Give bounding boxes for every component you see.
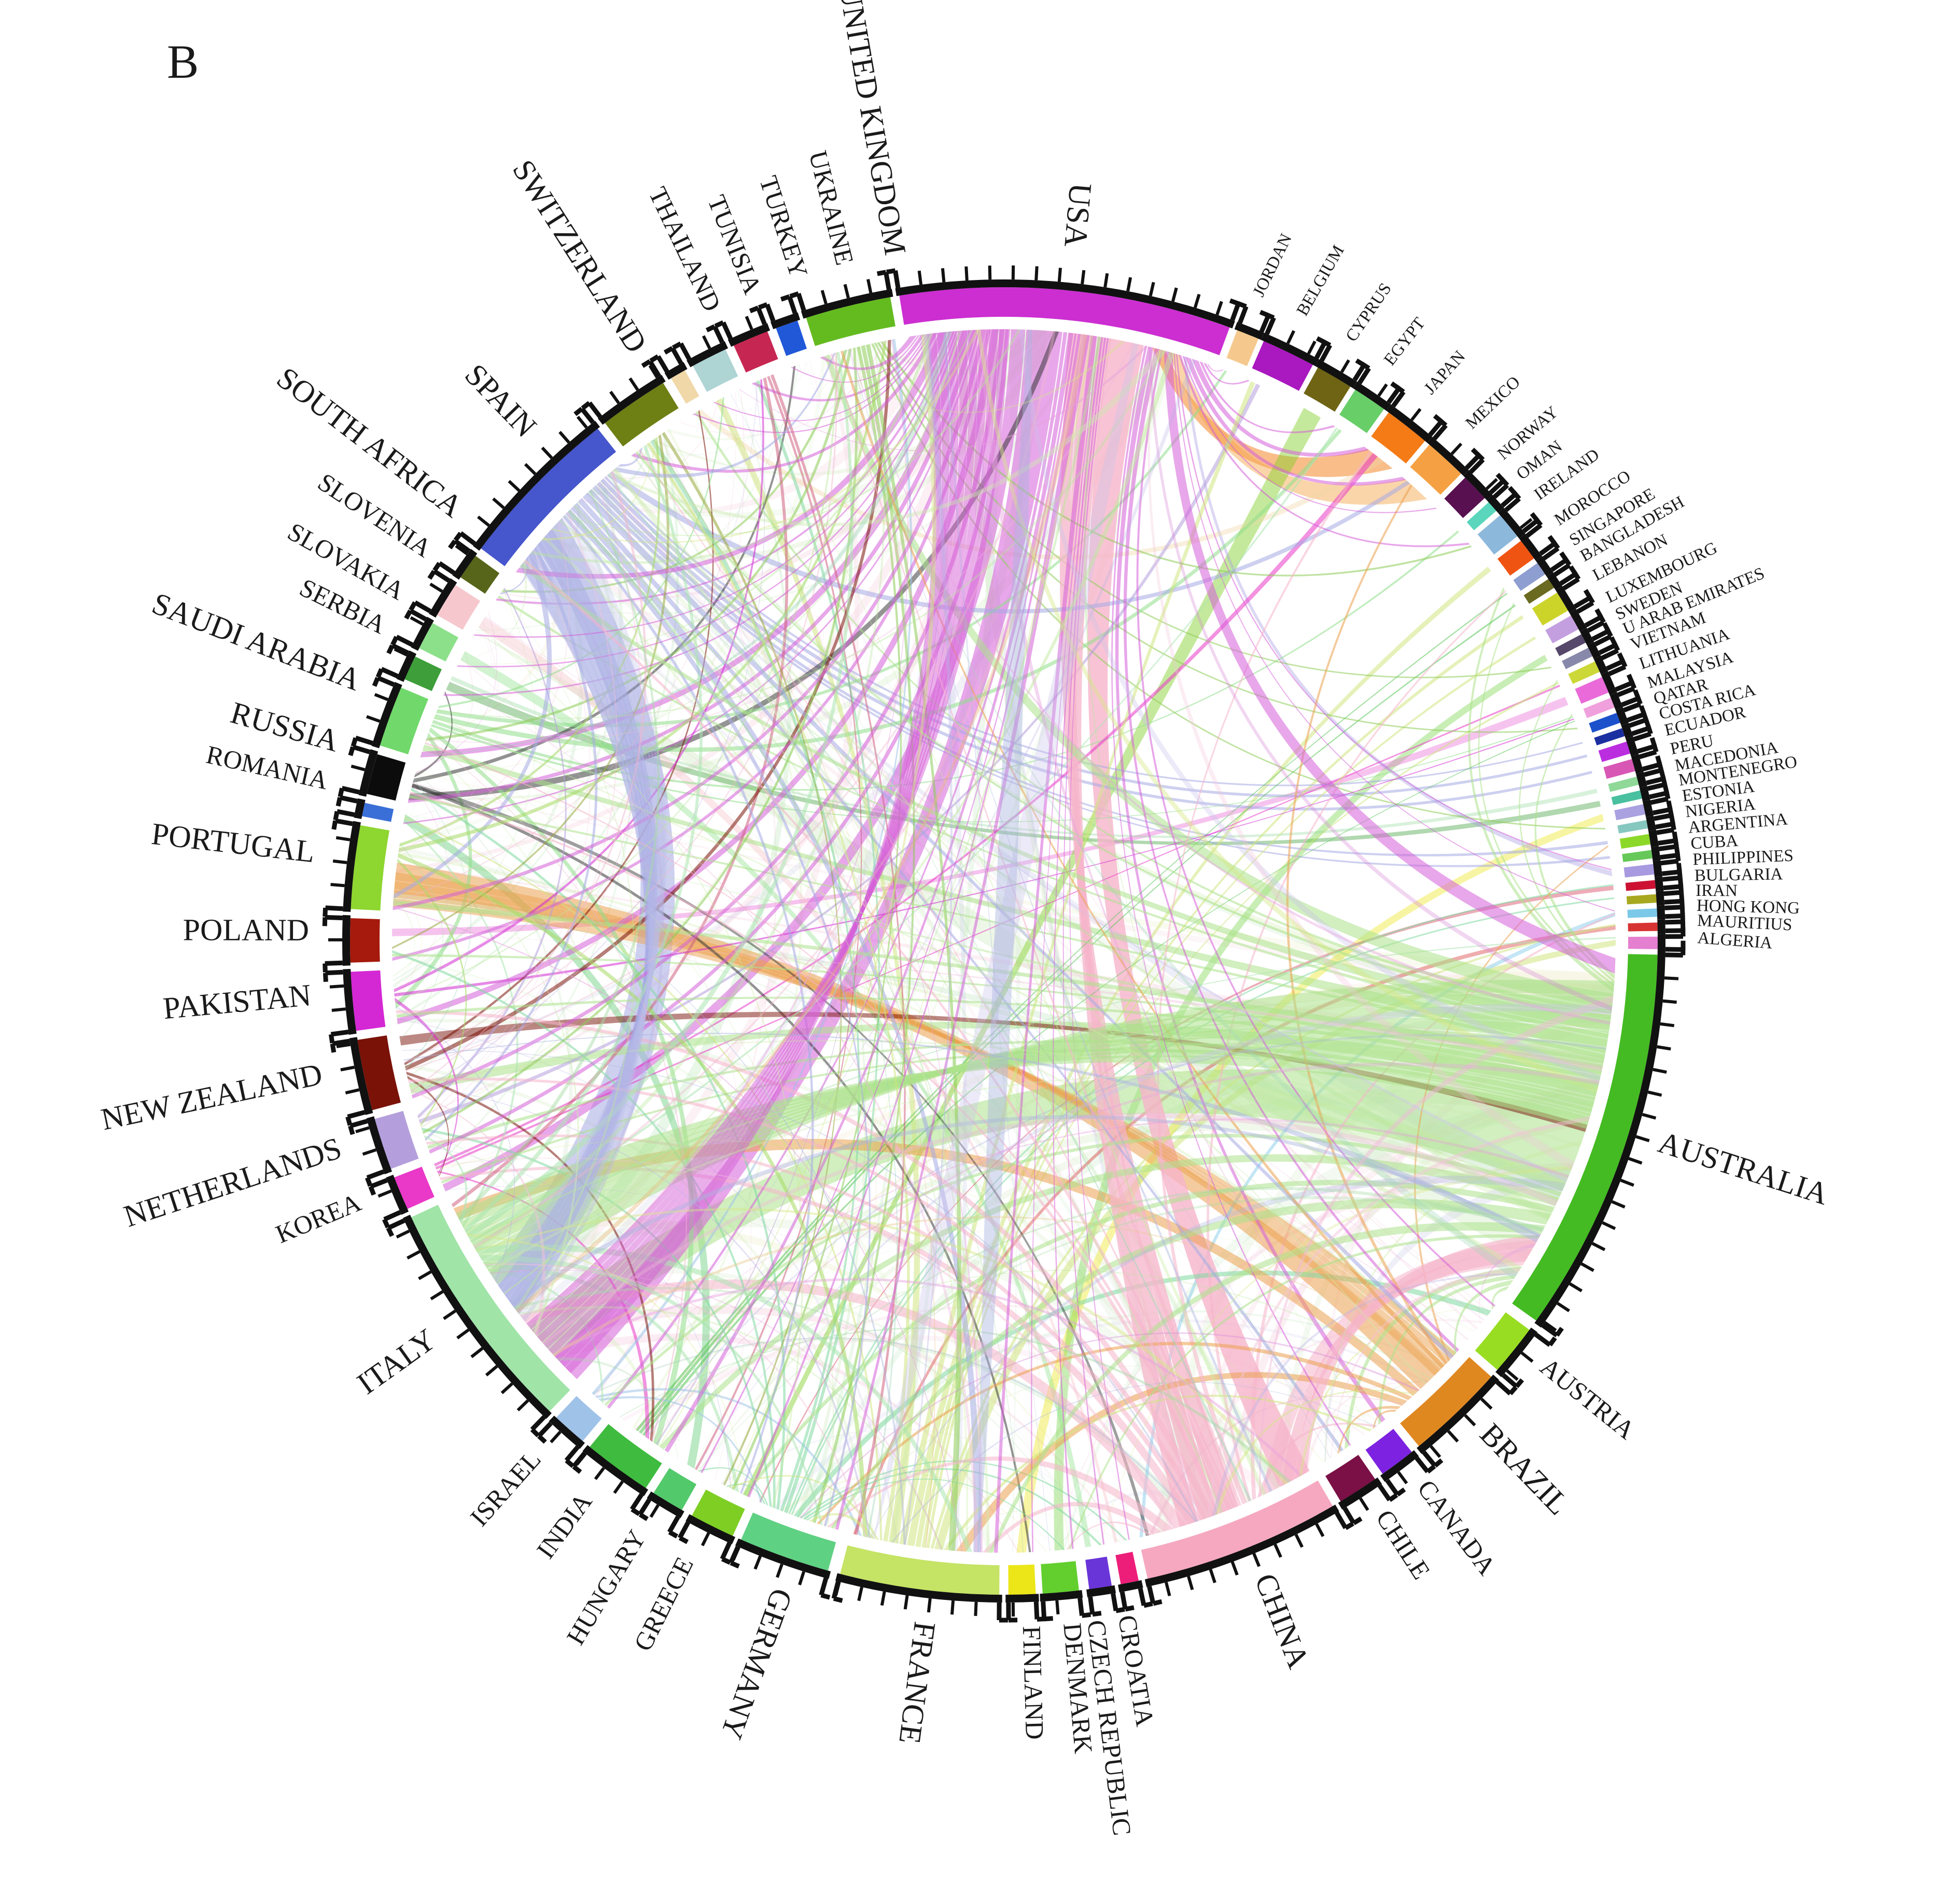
svg-text:USA: USA	[1057, 181, 1098, 249]
svg-text:IRAN: IRAN	[1696, 881, 1738, 900]
svg-text:HONG KONG: HONG KONG	[1696, 896, 1800, 918]
svg-text:PHILIPPINES: PHILIPPINES	[1692, 847, 1794, 869]
svg-text:CUBA: CUBA	[1690, 832, 1739, 853]
svg-text:MAURITIUS: MAURITIUS	[1697, 911, 1793, 935]
svg-text:B: B	[167, 35, 199, 88]
svg-text:POLAND: POLAND	[183, 912, 309, 947]
svg-text:FINLAND: FINLAND	[1017, 1625, 1049, 1740]
svg-text:BULGARIA: BULGARIA	[1695, 865, 1783, 885]
